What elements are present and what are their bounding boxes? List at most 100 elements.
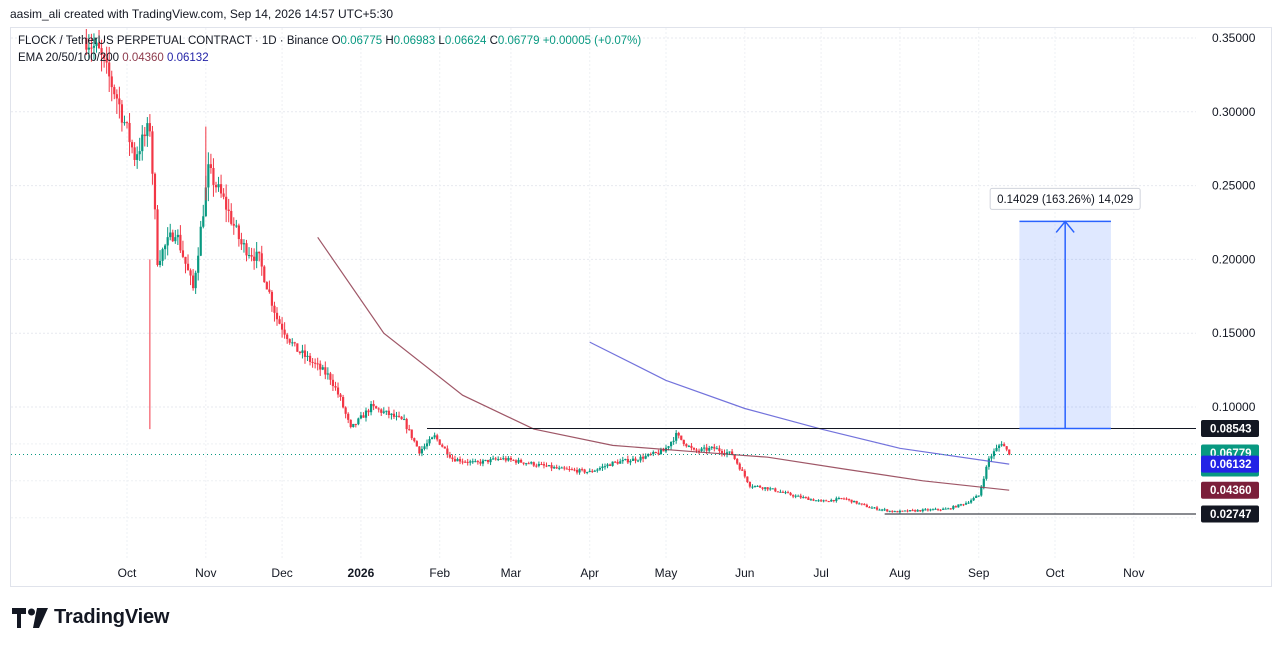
candle-body <box>359 415 363 419</box>
candle-body <box>265 282 268 290</box>
candle-body <box>840 498 843 500</box>
candle-body <box>647 453 650 456</box>
candle-body <box>517 459 520 463</box>
price-label: 0.04360 <box>1210 485 1252 497</box>
candle-body <box>436 435 439 440</box>
candle-body <box>136 154 139 160</box>
candle-body <box>461 461 464 463</box>
candle-body <box>614 461 617 463</box>
candle-body <box>558 467 561 469</box>
candle-body <box>95 42 98 46</box>
candle-body <box>443 446 446 449</box>
candle-body <box>492 458 495 460</box>
candle-body <box>291 342 294 344</box>
candle-body <box>438 439 441 445</box>
candle-body <box>329 373 332 380</box>
time-tick-label: May <box>655 566 678 580</box>
candle-body <box>418 446 421 454</box>
candle-body <box>761 487 764 489</box>
chart-grid <box>11 28 1196 558</box>
candle-body <box>967 502 970 504</box>
candle-body <box>799 495 802 498</box>
candle-body <box>718 448 721 451</box>
candle-body <box>550 465 553 469</box>
candle-body <box>736 459 739 464</box>
candle-body <box>835 498 838 502</box>
candle-body <box>659 449 663 455</box>
candle-body <box>786 492 790 494</box>
candle-body <box>507 457 510 461</box>
candle-body <box>741 469 744 471</box>
candle-body <box>273 305 276 313</box>
candle-body <box>817 500 820 502</box>
candle-body <box>748 482 752 487</box>
candle-body <box>158 260 162 266</box>
candle-body <box>847 499 851 501</box>
candle-body <box>1003 444 1006 447</box>
price-tick-label: 0.15000 <box>1212 326 1256 340</box>
candle-body <box>326 373 329 375</box>
candle-body <box>939 509 942 511</box>
candle-body <box>242 243 246 245</box>
candle-body <box>451 457 454 460</box>
candle-body <box>430 437 434 440</box>
candle-body <box>303 350 307 357</box>
ema-line-2 <box>589 341 1010 465</box>
candle-body <box>886 509 889 512</box>
candle-body <box>667 446 670 448</box>
low-label: L <box>438 35 445 47</box>
candle-body <box>789 492 792 496</box>
candle-body <box>115 94 118 99</box>
candle-body <box>746 476 749 483</box>
price-axis: 0.35000 0.30000 0.25000 0.20000 0.15000 0.100… <box>1212 31 1256 414</box>
candle-body <box>375 406 378 409</box>
candle-body <box>680 435 683 440</box>
candle-body <box>227 209 230 211</box>
candle-body <box>883 509 886 511</box>
candle-body <box>952 506 955 510</box>
candle-body <box>626 458 629 463</box>
candle-body <box>924 509 927 511</box>
candle-body <box>995 447 998 452</box>
candle-body <box>855 500 858 504</box>
candle-body <box>972 497 975 501</box>
horizontal-lines <box>11 428 1196 515</box>
symbol-legend[interactable]: FLOCK / TetherUS PERPETUAL CONTRACT · 1D… <box>18 35 641 47</box>
candle-body <box>593 470 596 472</box>
candle-body <box>331 379 335 387</box>
candle-body <box>347 413 350 420</box>
candle-body <box>433 435 436 438</box>
candle-body <box>186 263 190 271</box>
candle-body <box>601 466 604 468</box>
candle-body <box>881 509 884 511</box>
candle-body <box>174 237 177 242</box>
ema-legend[interactable]: EMA 20/50/100/200 0.04360 0.06132 <box>18 52 209 64</box>
candle-body <box>314 362 317 364</box>
candle-body <box>425 443 429 447</box>
candle-body <box>235 225 238 227</box>
candle-body <box>720 450 724 454</box>
candle-body <box>192 275 195 289</box>
candle-body <box>502 458 505 460</box>
time-tick-label: Oct <box>1046 566 1065 580</box>
time-tick-label: 2026 <box>348 566 375 580</box>
candle-body <box>893 511 896 513</box>
candle-body <box>669 441 673 447</box>
candle-body <box>311 361 314 363</box>
candle-body <box>530 462 533 464</box>
candle-body <box>306 355 309 357</box>
candle-body <box>308 355 312 362</box>
candle-body <box>87 47 90 50</box>
candle-body <box>334 386 337 388</box>
tradingview-logo[interactable]: TradingView <box>12 604 169 630</box>
candle-body <box>204 187 207 217</box>
price-labels: 0.085430.0677914:32:540.061320.043600.02… <box>1201 420 1259 523</box>
time-tick-label: Nov <box>1123 566 1144 580</box>
candle-body <box>128 122 131 143</box>
candle-body <box>324 367 327 375</box>
price-chart[interactable]: 0.14029 (163.26%) 14,029 0.350000.300000… <box>0 0 1281 590</box>
candle-body <box>494 458 497 460</box>
candle-body <box>959 504 963 506</box>
time-tick-label: Jul <box>813 566 828 580</box>
candle-body <box>156 209 159 266</box>
